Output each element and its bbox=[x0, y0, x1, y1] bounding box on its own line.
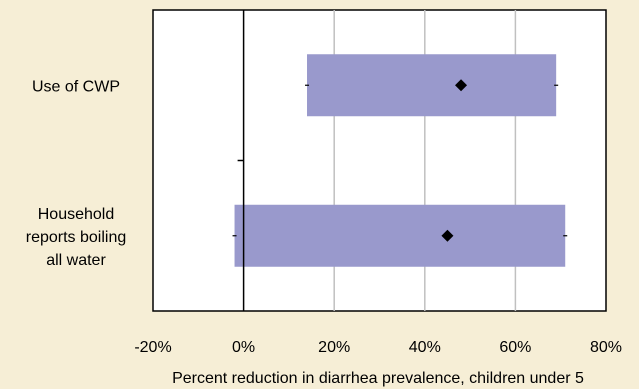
x-tick-label: 40% bbox=[409, 339, 441, 356]
x-tick-label: 60% bbox=[499, 339, 531, 356]
x-axis-title: Percent reduction in diarrhea prevalence… bbox=[172, 370, 584, 387]
range-bars bbox=[232, 54, 568, 267]
x-tick-label: -20% bbox=[134, 339, 171, 356]
range-bar bbox=[307, 54, 557, 117]
x-tick-label: 20% bbox=[318, 339, 350, 356]
x-tick-label: 0% bbox=[232, 339, 255, 356]
x-tick-label: 80% bbox=[590, 339, 622, 356]
estimate-marker bbox=[455, 79, 468, 92]
category-label: all water bbox=[46, 252, 106, 269]
category-labels: Use of CWP Household reports boiling all wa… bbox=[26, 78, 127, 269]
estimate-marker bbox=[441, 229, 454, 242]
estimate-markers bbox=[441, 79, 468, 242]
category-label: Use of CWP bbox=[32, 78, 120, 95]
x-tick-labels: -20% 0% 20% 40% 60% 80% bbox=[134, 339, 622, 356]
category-label: reports boiling bbox=[26, 229, 127, 246]
range-bar bbox=[234, 204, 566, 267]
category-label: Household bbox=[38, 206, 115, 223]
